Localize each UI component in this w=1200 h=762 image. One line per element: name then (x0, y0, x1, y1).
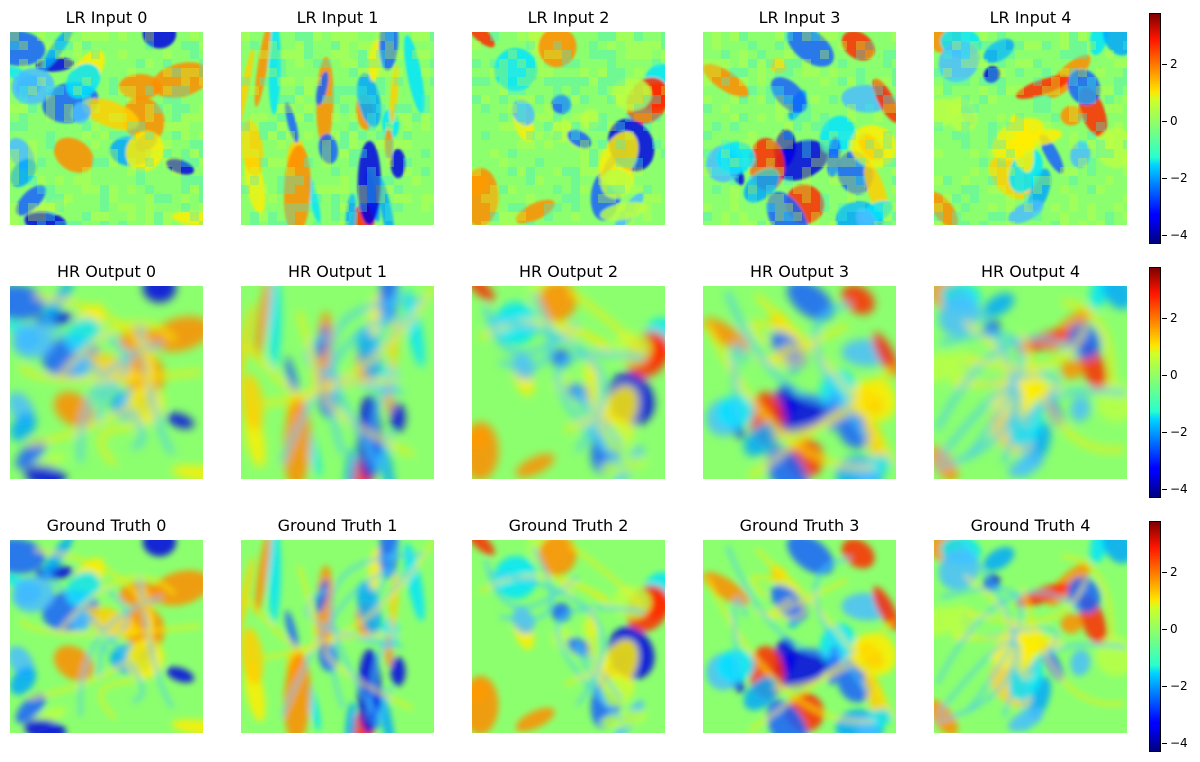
panel-title-hr-1: HR Output 1 (241, 262, 434, 281)
panel-title-gt-0: Ground Truth 0 (10, 516, 203, 535)
colorbar-tick-label: −4 (1170, 737, 1188, 749)
field-image-gt-2 (472, 540, 665, 733)
colorbar-tick (1162, 629, 1167, 630)
colorbar-tick-label: 0 (1170, 623, 1178, 635)
colorbar-tick-label: 2 (1170, 58, 1178, 70)
colorbar-tick (1162, 178, 1167, 179)
colorbar-hr (1149, 267, 1161, 498)
colorbar-tick-label: −4 (1170, 229, 1188, 241)
colorbar-tick (1162, 64, 1167, 65)
field-image-lr-0 (10, 32, 203, 225)
field-image-gt-0 (10, 540, 203, 733)
field-image-gt-3 (703, 540, 896, 733)
panel-title-gt-4: Ground Truth 4 (934, 516, 1127, 535)
panel-title-lr-2: LR Input 2 (472, 8, 665, 27)
colorbar-tick-label: −4 (1170, 483, 1188, 495)
colorbar-lr (1149, 13, 1161, 244)
colorbar-tick (1162, 432, 1167, 433)
colorbar-tick-label: −2 (1170, 172, 1188, 184)
field-image-gt-1 (241, 540, 434, 733)
colorbar-tick-label: −2 (1170, 680, 1188, 692)
colorbar-tick (1162, 375, 1167, 376)
field-image-hr-4 (934, 286, 1127, 479)
colorbar-tick-label: 2 (1170, 312, 1178, 324)
field-image-lr-1 (241, 32, 434, 225)
colorbar-tick-label: 0 (1170, 115, 1178, 127)
panel-title-hr-0: HR Output 0 (10, 262, 203, 281)
field-image-lr-3 (703, 32, 896, 225)
colorbar-gt (1149, 521, 1161, 752)
panel-title-gt-3: Ground Truth 3 (703, 516, 896, 535)
field-image-hr-0 (10, 286, 203, 479)
panel-title-lr-4: LR Input 4 (934, 8, 1127, 27)
colorbar-tick (1162, 743, 1167, 744)
colorbar-tick-label: 0 (1170, 369, 1178, 381)
panel-title-hr-3: HR Output 3 (703, 262, 896, 281)
panel-title-gt-1: Ground Truth 1 (241, 516, 434, 535)
field-image-hr-3 (703, 286, 896, 479)
panel-title-gt-2: Ground Truth 2 (472, 516, 665, 535)
field-image-gt-4 (934, 540, 1127, 733)
colorbar-tick (1162, 318, 1167, 319)
panel-title-lr-1: LR Input 1 (241, 8, 434, 27)
colorbar-tick (1162, 572, 1167, 573)
panel-title-hr-4: HR Output 4 (934, 262, 1127, 281)
colorbar-tick-label: −2 (1170, 426, 1188, 438)
colorbar-tick-label: 2 (1170, 566, 1178, 578)
field-image-lr-2 (472, 32, 665, 225)
field-image-lr-4 (934, 32, 1127, 225)
colorbar-tick (1162, 686, 1167, 687)
colorbar-tick (1162, 121, 1167, 122)
panel-title-lr-0: LR Input 0 (10, 8, 203, 27)
colorbar-tick (1162, 489, 1167, 490)
field-image-hr-1 (241, 286, 434, 479)
panel-title-lr-3: LR Input 3 (703, 8, 896, 27)
colorbar-tick (1162, 235, 1167, 236)
field-image-hr-2 (472, 286, 665, 479)
panel-title-hr-2: HR Output 2 (472, 262, 665, 281)
